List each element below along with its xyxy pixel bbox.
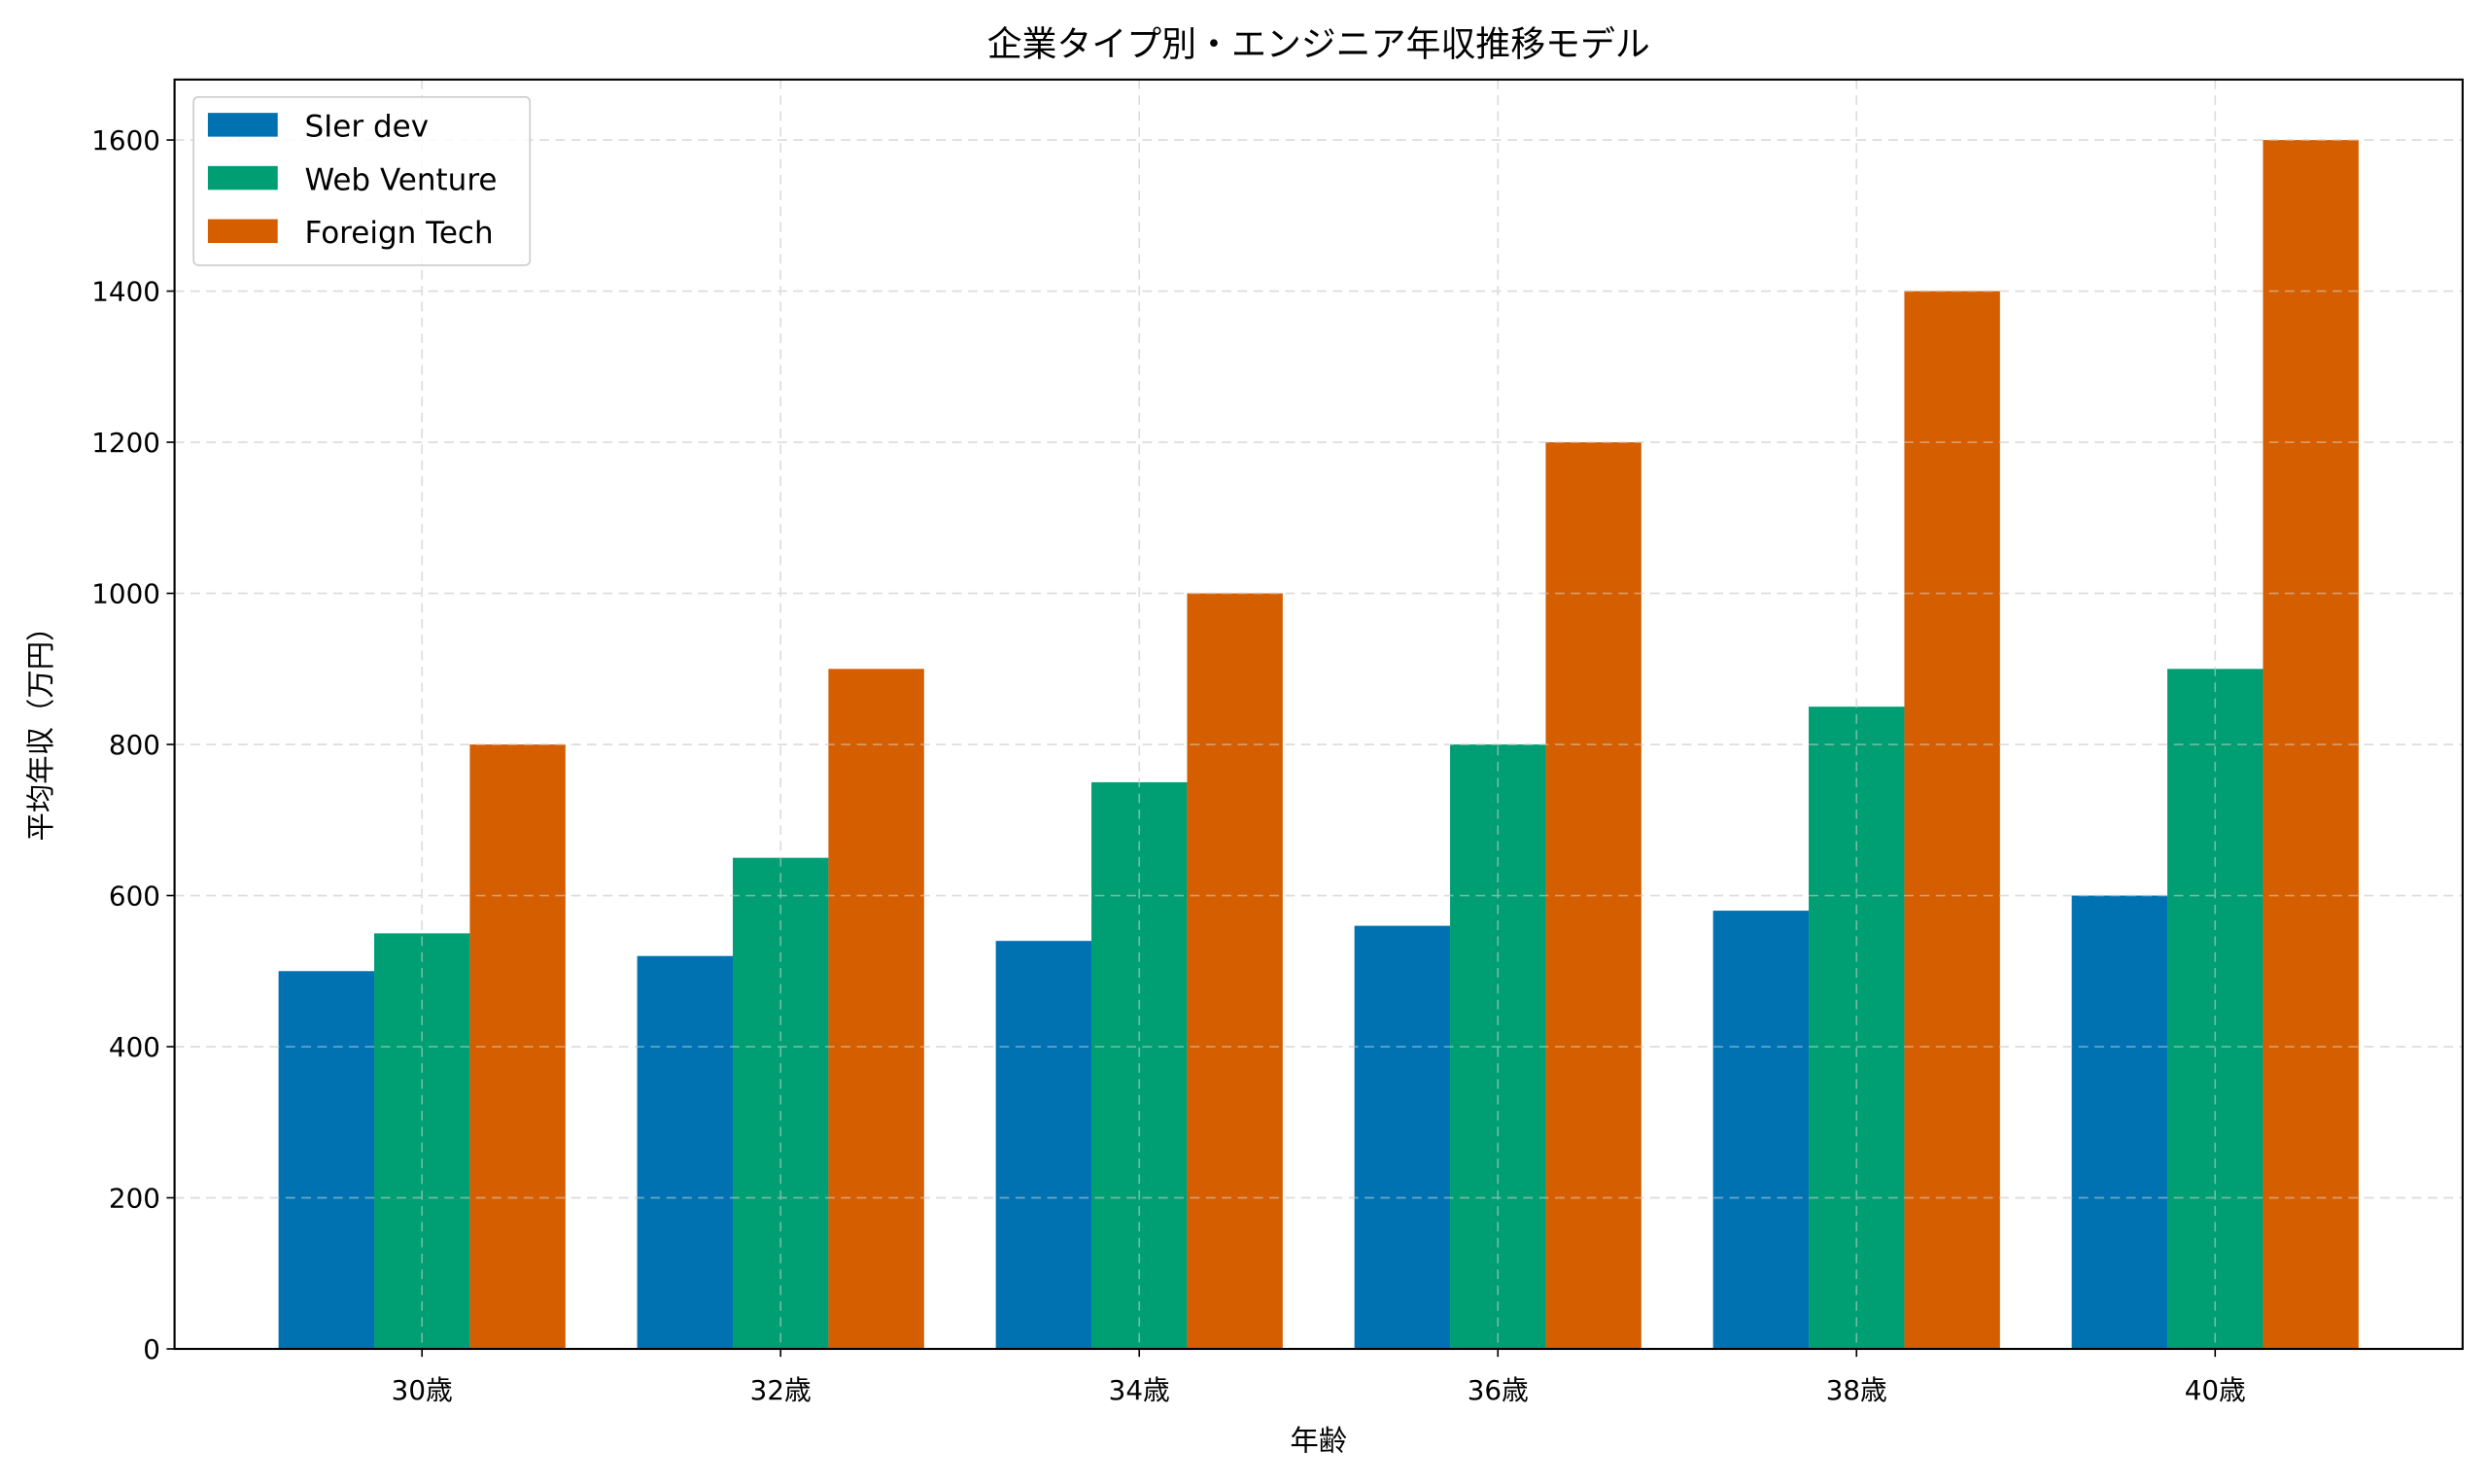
chart-title: 企業タイプ別・エンジニア年収推移モデル [987, 24, 1650, 64]
x-tick-label: 34歳 [1109, 1374, 1170, 1406]
bar-sier-dev [278, 971, 375, 1349]
x-tick-label: 32歳 [750, 1374, 812, 1406]
bar-foreign-tech [1904, 291, 2000, 1349]
x-tick-label: 40歳 [2185, 1374, 2246, 1406]
bar-foreign-tech [2263, 140, 2359, 1349]
bar-foreign-tech [828, 669, 924, 1349]
y-tick-label: 1400 [91, 275, 160, 307]
bar-sier-dev [1354, 925, 1451, 1349]
y-axis-label: 平均年収（万円） [24, 612, 57, 841]
y-tick-label: 600 [109, 880, 160, 912]
legend-swatch [207, 165, 278, 190]
x-axis: 30歳 32歳 34歳 36歳 38歳 40歳 [392, 1348, 2246, 1406]
grid [174, 79, 2463, 1350]
x-axis-label: 年齢 [1290, 1424, 1347, 1457]
y-tick-label: 200 [109, 1182, 160, 1214]
y-tick-label: 1200 [91, 427, 160, 459]
bar-sier-dev [2071, 895, 2168, 1349]
y-tick-label: 0 [143, 1333, 160, 1365]
bar-sier-dev [637, 955, 734, 1349]
y-tick-label: 400 [109, 1031, 160, 1063]
legend-label: Web Venture [304, 162, 497, 197]
legend-swatch [207, 113, 278, 137]
x-tick-label: 30歳 [392, 1374, 453, 1406]
plot-frame [173, 78, 2464, 1351]
y-axis: 0 200 400 600 800 1000 1200 1400 1600 [91, 124, 175, 1365]
bar-sier-dev [995, 941, 1092, 1349]
legend-label: Foreign Tech [304, 216, 493, 251]
legend: SIer dev Web Venture Foreign Tech [192, 96, 532, 266]
legend-label: SIer dev [304, 110, 429, 145]
y-tick-label: 1600 [91, 124, 160, 156]
x-tick-label: 36歳 [1468, 1374, 1529, 1406]
bar-foreign-tech [1187, 593, 1283, 1349]
y-tick-label: 800 [109, 729, 160, 761]
bar-foreign-tech [469, 744, 566, 1349]
y-tick-label: 1000 [91, 577, 160, 609]
legend-swatch [207, 219, 278, 244]
bar-sier-dev [1712, 911, 1810, 1349]
x-tick-label: 38歳 [1826, 1374, 1887, 1406]
